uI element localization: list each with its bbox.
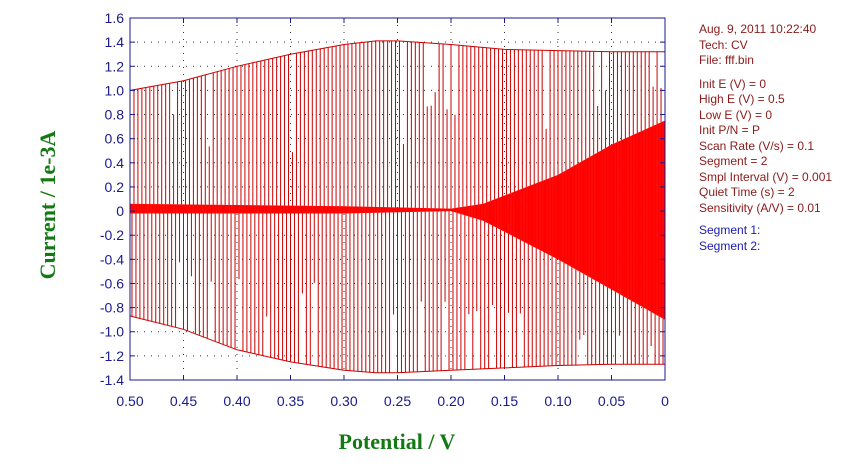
y-tick-label: -0.2 <box>100 227 124 243</box>
info-panel: Aug. 9, 2011 10:22:40 Tech: CV File: fff… <box>699 22 832 254</box>
info-line: Aug. 9, 2011 10:22:40 <box>699 22 817 36</box>
y-tick-label: 1.2 <box>105 58 125 74</box>
y-tick-label: 0.4 <box>105 155 125 171</box>
y-tick-label: -0.8 <box>100 300 124 316</box>
x-tick-label: 0.45 <box>170 393 197 409</box>
y-tick-label: 0.2 <box>105 179 125 195</box>
x-tick-label: 0.25 <box>384 393 411 409</box>
param-line: Quiet Time (s) = 2 <box>699 185 795 199</box>
param-line: Sensitivity (A/V) = 0.01 <box>699 200 821 215</box>
plot-area <box>129 40 666 374</box>
y-tick-label: -0.4 <box>100 251 124 267</box>
x-tick-label: 0.35 <box>277 393 304 409</box>
y-axis-title: Current / 1e-3A <box>35 131 60 280</box>
param-line: Init P/N = P <box>699 123 761 137</box>
x-tick-label: 0.05 <box>598 393 625 409</box>
x-axis-title: Potential / V <box>339 429 456 454</box>
parameters-block: Init E (V) = 0 High E (V) = 0.5 Low E (V… <box>699 77 832 217</box>
param-line: Segment = 2 <box>699 154 768 168</box>
y-tick-label: -0.6 <box>100 275 124 291</box>
lower-envelope-line <box>129 315 665 374</box>
info-line: File: fff.bin <box>699 53 754 67</box>
y-tick-label: -1.2 <box>100 348 124 364</box>
param-line: High E (V) = 0.5 <box>699 92 785 106</box>
x-tick-label: 0.20 <box>437 393 464 409</box>
x-tick-label: 0 <box>661 393 669 409</box>
y-tick-label: 1.6 <box>105 10 125 26</box>
param-line: Low E (V) = 0 <box>699 107 773 122</box>
segments-block: Segment 1: Segment 2: <box>699 223 832 254</box>
y-tick-label: 0.8 <box>105 107 125 123</box>
info-line: Tech: CV <box>699 37 748 52</box>
x-tick-label: 0.40 <box>223 393 250 409</box>
segment-label: Segment 1: <box>699 223 761 237</box>
y-tick-label: 0 <box>116 203 124 219</box>
axes: 1.61.41.21.00.80.60.40.20-0.2-0.4-0.6-0.… <box>100 10 669 409</box>
param-line: Scan Rate (V/s) = 0.1 <box>699 138 815 153</box>
segment-label: Segment 2: <box>699 238 761 253</box>
x-tick-label: 0.15 <box>491 393 518 409</box>
y-tick-label: 1.0 <box>105 82 125 98</box>
run-info-block: Aug. 9, 2011 10:22:40 Tech: CV File: fff… <box>699 22 832 69</box>
y-tick-label: 0.6 <box>105 131 125 147</box>
x-tick-label: 0.30 <box>330 393 357 409</box>
param-line: Smpl Interval (V) = 0.001 <box>699 169 833 184</box>
upper-envelope-line <box>129 40 665 91</box>
y-tick-label: -1.0 <box>100 324 124 340</box>
x-tick-label: 0.50 <box>116 393 143 409</box>
y-tick-label: 1.4 <box>105 34 125 50</box>
param-line: Init E (V) = 0 <box>699 76 767 91</box>
x-tick-label: 0.10 <box>544 393 571 409</box>
y-tick-label: -1.4 <box>100 372 124 388</box>
